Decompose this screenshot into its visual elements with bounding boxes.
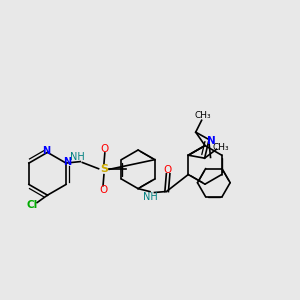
Text: O: O bbox=[101, 144, 109, 154]
Text: N: N bbox=[207, 136, 216, 146]
Text: O: O bbox=[164, 165, 172, 175]
Text: N: N bbox=[42, 146, 50, 156]
Text: Cl: Cl bbox=[26, 200, 38, 210]
Text: N: N bbox=[63, 157, 71, 166]
Text: NH: NH bbox=[70, 152, 85, 161]
Text: O: O bbox=[99, 184, 107, 194]
Text: S: S bbox=[100, 164, 108, 174]
Text: NH: NH bbox=[142, 192, 158, 202]
Text: CH₃: CH₃ bbox=[213, 143, 229, 152]
Text: CH₃: CH₃ bbox=[195, 111, 212, 120]
